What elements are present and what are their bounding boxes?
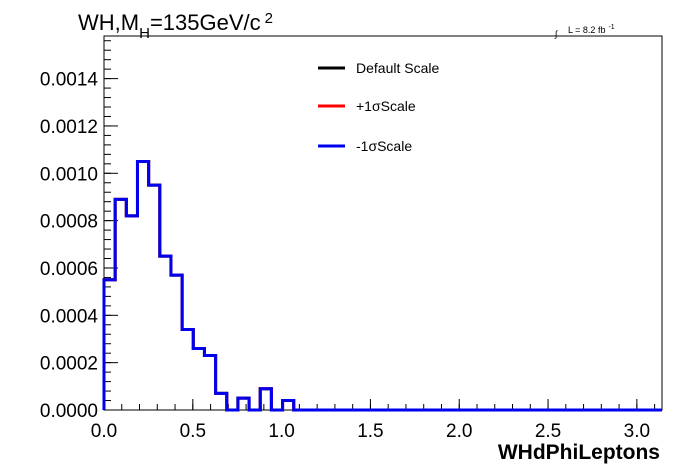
x-tick-label: 1.5 (357, 421, 383, 442)
legend-label-minus1sigma: -1σScale (356, 138, 412, 154)
x-tick-label: 2.5 (535, 421, 561, 442)
y-tick-label: 0.0010 (40, 164, 98, 185)
x-tick-label: 1.0 (268, 421, 294, 442)
x-axis-title: WHdPhiLeptons (498, 441, 660, 464)
y-tick-label: 0.0014 (40, 70, 99, 91)
legend: Default Scale +1σScale -1σScale (318, 60, 439, 154)
x-tick-label: 2.0 (446, 421, 472, 442)
y-tick-label: 0.0004 (40, 306, 99, 327)
series-line-2 (102, 159, 662, 412)
legend-label-plus1sigma: +1σScale (356, 98, 416, 114)
chart-title: WH,MH=135GeV/c 2 (78, 10, 273, 42)
lumi-label: L = 8.2 fb -1 (568, 24, 615, 35)
y-tick-label: 0.0008 (40, 212, 98, 233)
series-group (102, 159, 662, 412)
x-axis: 0.0 0.5 1.0 1.5 2.0 2.5 3.0 (91, 399, 656, 442)
y-axis: 0.0000 0.0002 0.0004 0.0006 0.0008 0.0010 0.00… (40, 40, 118, 422)
y-tick-label: 0.0006 (40, 259, 98, 280)
legend-label-default: Default Scale (356, 60, 439, 76)
x-tick-label: 3.0 (624, 421, 650, 442)
y-tick-label: 0.0002 (40, 354, 98, 375)
lumi-integral-sign: ∫ (554, 29, 559, 39)
y-tick-label: 0.0012 (40, 117, 98, 138)
x-tick-label: 0.5 (180, 421, 206, 442)
y-tick-label: 0.0000 (40, 401, 98, 422)
x-tick-label: 0.0 (91, 421, 117, 442)
